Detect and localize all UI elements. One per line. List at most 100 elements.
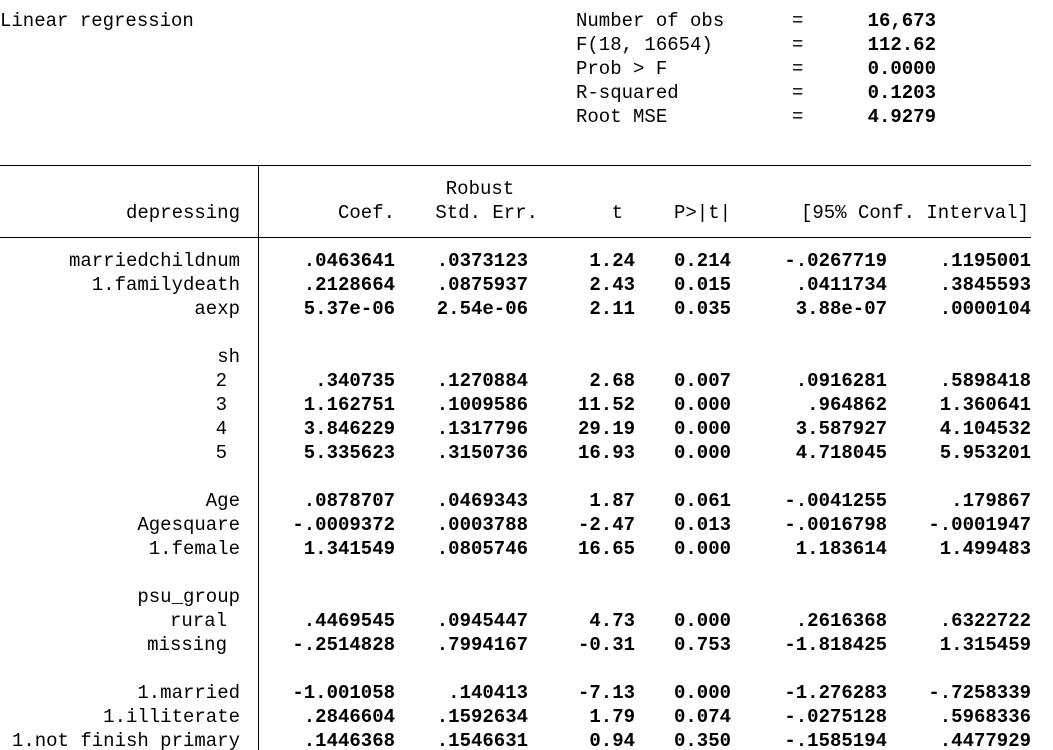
row-label: 4: [216, 418, 227, 440]
stat-label: F(18, 16654): [576, 34, 713, 56]
row-label: Agesquare: [137, 514, 240, 536]
cell: .179867: [951, 490, 1031, 512]
group-label: psu_group: [137, 586, 240, 608]
cell: 0.000: [674, 610, 731, 632]
cell: 1.315459: [940, 634, 1031, 656]
stat-value: 0.1203: [868, 82, 936, 104]
cell: .0875937: [437, 274, 528, 296]
cell: 0.350: [674, 730, 731, 750]
cell: 4.104532: [940, 418, 1031, 440]
cell: .1009586: [437, 394, 528, 416]
cell: .0945447: [437, 610, 528, 632]
cell: 2.68: [589, 370, 635, 392]
cell: 1.87: [589, 490, 635, 512]
cell: 29.19: [578, 418, 635, 440]
cell: 0.000: [674, 442, 731, 464]
cell: 11.52: [578, 394, 635, 416]
cell: 0.013: [674, 514, 731, 536]
group-label: sh: [217, 346, 240, 368]
column-header: t: [612, 202, 623, 224]
column-header: Std. Err.: [435, 202, 538, 224]
cell: 0.000: [674, 682, 731, 704]
cell: -.0275128: [784, 706, 887, 728]
cell: .1592634: [437, 706, 528, 728]
stat-sign: =: [792, 10, 803, 32]
row-label: rural: [170, 610, 227, 632]
cell: 3.846229: [304, 418, 395, 440]
cell: -.0009372: [292, 514, 395, 536]
stat-sign: =: [792, 106, 803, 128]
row-label: aexp: [194, 298, 240, 320]
cell: -.0041255: [784, 490, 887, 512]
cell: 1.24: [589, 250, 635, 272]
row-label: 5: [216, 442, 227, 464]
row-label: 1.married: [137, 682, 240, 704]
cell: 0.074: [674, 706, 731, 728]
cell: -.2514828: [292, 634, 395, 656]
cell: 3.587927: [796, 418, 887, 440]
cell: 0.94: [589, 730, 635, 750]
cell: -2.47: [578, 514, 635, 536]
cell: -1.001058: [292, 682, 395, 704]
cell: .3150736: [437, 442, 528, 464]
cell: 0.035: [674, 298, 731, 320]
stat-label: Number of obs: [576, 10, 724, 32]
cell: .2616368: [796, 610, 887, 632]
cell: 4.73: [589, 610, 635, 632]
cell: .0878707: [304, 490, 395, 512]
column-header: [95% Conf. Interval]: [801, 202, 1029, 224]
stat-sign: =: [792, 34, 803, 56]
stat-value: 112.62: [868, 34, 936, 56]
cell: 2.11: [589, 298, 635, 320]
cell: -0.31: [578, 634, 635, 656]
cell: 16.65: [578, 538, 635, 560]
row-label: 2: [216, 370, 227, 392]
cell: 4.718045: [796, 442, 887, 464]
cell: 2.54e-06: [437, 298, 528, 320]
cell: -1.818425: [784, 634, 887, 656]
cell: .4477929: [940, 730, 1031, 750]
cell: 0.000: [674, 394, 731, 416]
cell: -.1585194: [784, 730, 887, 750]
cell: -.0001947: [928, 514, 1031, 536]
cell: 0.007: [674, 370, 731, 392]
cell: .7994167: [437, 634, 528, 656]
cell: -1.276283: [784, 682, 887, 704]
stat-sign: =: [792, 58, 803, 80]
cell: .340735: [315, 370, 395, 392]
cell: .1446368: [304, 730, 395, 750]
cell: .0003788: [437, 514, 528, 536]
cell: 1.360641: [940, 394, 1031, 416]
stat-value: 0.0000: [868, 58, 936, 80]
cell: 3.88e-07: [796, 298, 887, 320]
row-label: 1.illiterate: [103, 706, 240, 728]
cell: .0469343: [437, 490, 528, 512]
cell: .1546631: [437, 730, 528, 750]
stat-value: 4.9279: [868, 106, 936, 128]
cell: 5.953201: [940, 442, 1031, 464]
stat-value: 16,673: [868, 10, 936, 32]
cell: 0.753: [674, 634, 731, 656]
stat-label: Root MSE: [576, 106, 667, 128]
super-header: Robust: [446, 178, 514, 200]
cell: -7.13: [578, 682, 635, 704]
cell: .5968336: [940, 706, 1031, 728]
cell: 1.499483: [940, 538, 1031, 560]
cell: .1270884: [437, 370, 528, 392]
cell: 16.93: [578, 442, 635, 464]
cell: 5.37e-06: [304, 298, 395, 320]
cell: .2846604: [304, 706, 395, 728]
row-label: 1.familydeath: [92, 274, 240, 296]
cell: 1.162751: [304, 394, 395, 416]
stat-sign: =: [792, 82, 803, 104]
cell: 0.015: [674, 274, 731, 296]
cell: .0916281: [796, 370, 887, 392]
column-header: Coef.: [338, 202, 395, 224]
cell: .0463641: [304, 250, 395, 272]
cell: 0.000: [674, 538, 731, 560]
cell: .0411734: [796, 274, 887, 296]
cell: 1.341549: [304, 538, 395, 560]
row-label: 1.female: [149, 538, 240, 560]
